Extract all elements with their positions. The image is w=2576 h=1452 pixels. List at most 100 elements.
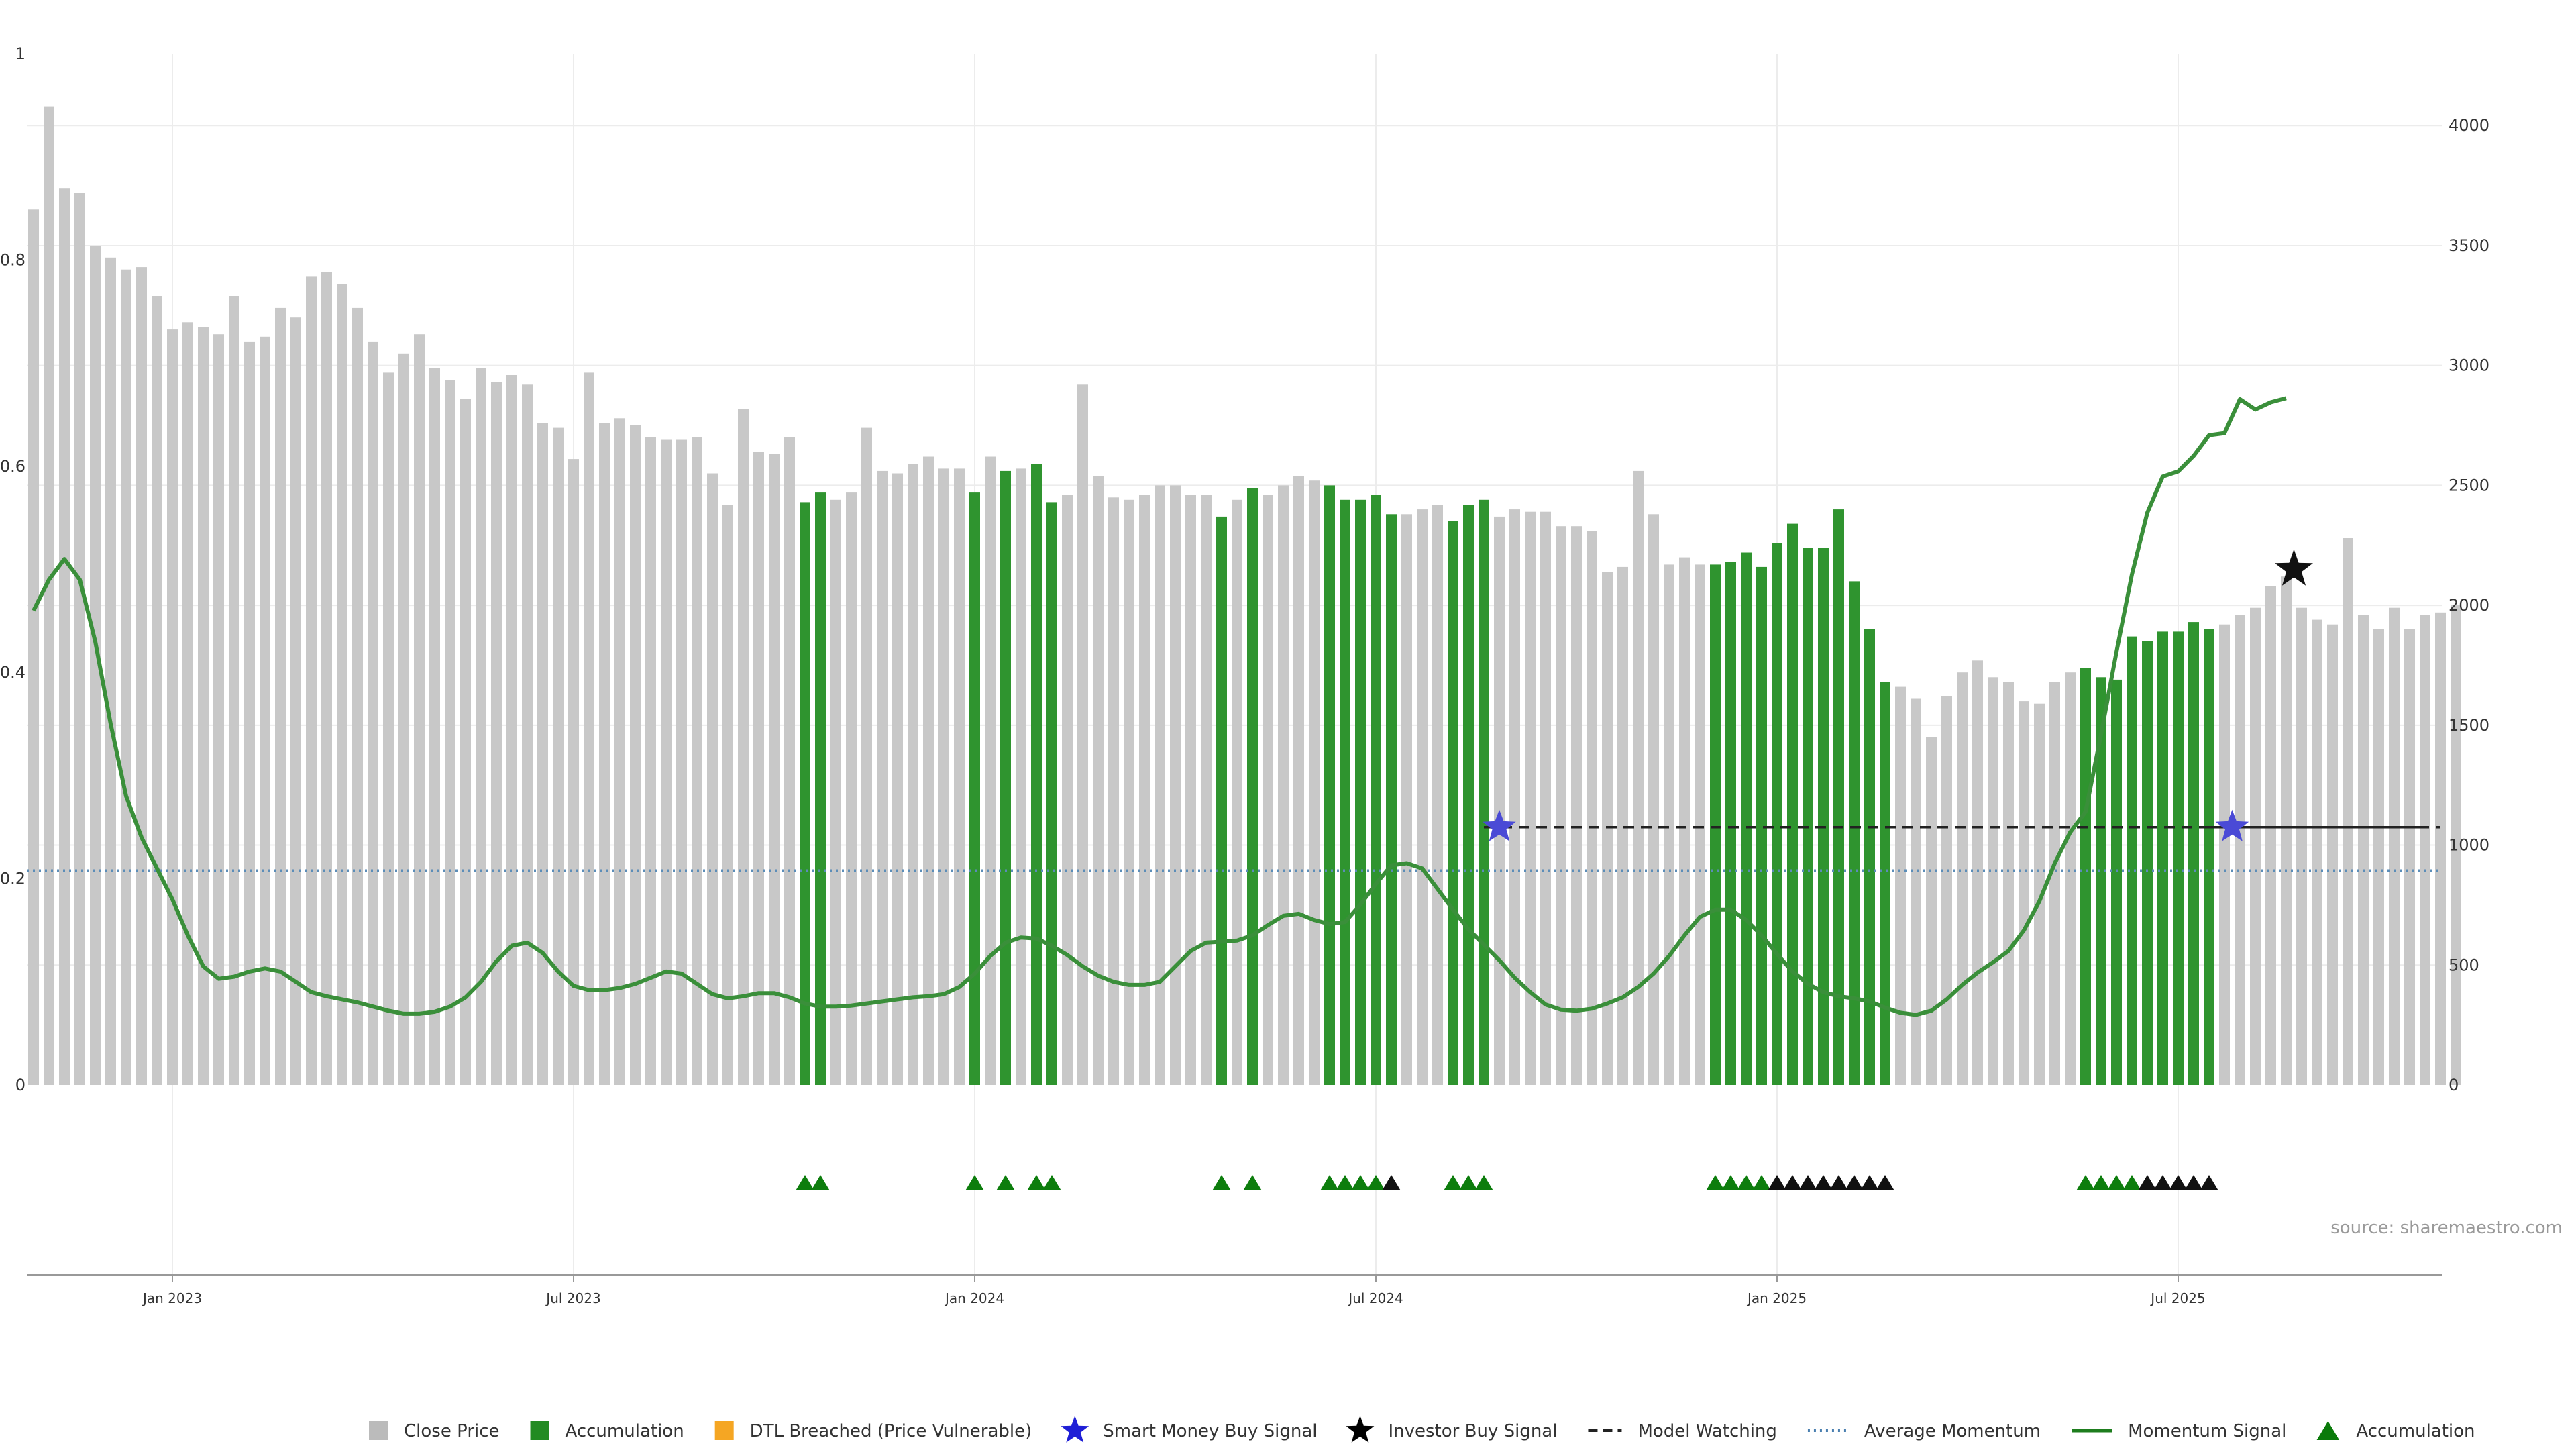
accumulation-triangle <box>2123 1175 2141 1190</box>
accumulation-triangle <box>1320 1175 1339 1190</box>
accumulation-bar <box>969 492 980 1085</box>
legend-swatch <box>530 1421 549 1440</box>
close-price-bar <box>244 341 255 1085</box>
accumulation-triangle <box>1243 1175 1262 1190</box>
legend-item-average-momentum[interactable]: Average Momentum <box>1807 1421 2041 1441</box>
close-price-bar <box>877 470 888 1085</box>
close-price-bar <box>599 423 610 1085</box>
accumulation-triangle <box>1721 1175 1740 1190</box>
accumulation-bar <box>1725 562 1736 1085</box>
close-price-bar <box>2435 612 2446 1085</box>
close-price-bar <box>1278 485 1289 1085</box>
close-price-bar <box>2327 624 2338 1085</box>
accumulation-bar <box>1448 521 1458 1085</box>
investor-triangle <box>2169 1175 2188 1190</box>
legend-label: DTL Breached (Price Vulnerable) <box>750 1421 1032 1441</box>
legend-item-accumulation[interactable]: Accumulation <box>530 1421 684 1441</box>
accumulation-bar <box>1386 514 1397 1085</box>
legend-item-momentum-signal[interactable]: Momentum Signal <box>2072 1421 2286 1441</box>
close-price-bar <box>985 456 996 1085</box>
close-price-bar <box>2451 605 2461 1085</box>
close-price-bar <box>2404 629 2415 1085</box>
left-axis-tick: 1 <box>15 44 25 63</box>
close-price-bar <box>2065 672 2076 1085</box>
accumulation-bar <box>1864 629 1875 1085</box>
close-price-bar <box>830 499 841 1085</box>
close-price-bar <box>198 327 209 1085</box>
close-price-bar <box>306 276 317 1085</box>
close-price-bar <box>1293 476 1304 1085</box>
accumulation-triangle <box>1459 1175 1478 1190</box>
close-price-bar <box>923 456 934 1085</box>
legend-item-close-price[interactable]: Close Price <box>369 1421 500 1441</box>
close-price-bar <box>568 459 579 1085</box>
close-price-bar <box>1941 696 1952 1085</box>
legend-star-icon <box>1061 1416 1089 1443</box>
x-axis-tick-label: Jul 2024 <box>1347 1290 1403 1306</box>
legend-item-smart-money-buy-signal[interactable]: Smart Money Buy Signal <box>1061 1416 1317 1443</box>
close-price-bar <box>1679 557 1690 1085</box>
accumulation-bar <box>1803 548 1813 1085</box>
close-price-bar <box>2003 682 2014 1085</box>
close-price-bar <box>738 409 749 1085</box>
accumulation-triangle <box>1366 1175 1385 1190</box>
close-price-bar <box>614 418 625 1085</box>
accumulation-bar <box>1756 566 1767 1085</box>
close-price-bar <box>2250 607 2261 1085</box>
accumulation-bar <box>2157 631 2168 1085</box>
close-price-bar <box>414 334 425 1086</box>
accumulation-triangle <box>1444 1175 1462 1190</box>
investor-triangle <box>2138 1175 2157 1190</box>
close-price-bar <box>337 284 347 1086</box>
close-price-bar <box>1263 495 1273 1085</box>
close-price-bar <box>2034 703 2045 1085</box>
close-price-bar <box>1139 495 1150 1085</box>
close-price-bar <box>707 473 718 1085</box>
close-price-bar <box>661 439 672 1085</box>
close-price-bar <box>506 375 517 1085</box>
legend-label: Accumulation <box>566 1421 684 1441</box>
close-price-bar <box>2296 607 2307 1085</box>
accumulation-bar <box>1324 485 1335 1085</box>
close-price-bar <box>1494 516 1505 1085</box>
legend-item-investor-buy-signal[interactable]: Investor Buy Signal <box>1346 1416 1558 1443</box>
accumulation-bar <box>2173 631 2184 1085</box>
momentum-signal-line <box>32 396 2287 1017</box>
close-price-bar <box>1617 566 1628 1085</box>
investor-triangle <box>1876 1175 1894 1190</box>
right-axis-tick: 1500 <box>2449 716 2489 735</box>
close-price-bar <box>1911 698 1921 1085</box>
close-price-bar <box>537 423 548 1085</box>
close-price-bar <box>954 468 965 1085</box>
close-price-bar <box>2019 701 2029 1085</box>
legend-label: Investor Buy Signal <box>1388 1421 1557 1441</box>
close-price-bar <box>1401 514 1412 1085</box>
legend-label: Close Price <box>404 1421 500 1441</box>
right-axis-tick: 3500 <box>2449 236 2489 255</box>
close-price-bar <box>2389 607 2400 1085</box>
legend-item-model-watching[interactable]: Model Watching <box>1588 1421 1777 1441</box>
close-price-bar <box>1895 686 1906 1085</box>
legend-item-accumulation[interactable]: Accumulation <box>2316 1421 2475 1441</box>
right-axis-tick: 0 <box>2449 1076 2459 1094</box>
close-price-bar <box>892 473 903 1085</box>
legend-item-dtl-breached-price-vulnerable-[interactable]: DTL Breached (Price Vulnerable) <box>714 1421 1032 1441</box>
close-price-bar <box>784 437 795 1085</box>
accumulation-triangle <box>811 1175 830 1190</box>
close-price-bar <box>491 382 502 1086</box>
close-price-bar <box>846 492 857 1085</box>
accumulation-triangle <box>1706 1175 1725 1190</box>
accumulation-bar <box>2204 629 2214 1085</box>
accumulation-triangle <box>2092 1175 2110 1190</box>
close-price-bar <box>1648 514 1659 1085</box>
accumulation-bar <box>1849 581 1860 1085</box>
legend-label: Smart Money Buy Signal <box>1103 1421 1317 1441</box>
left-axis-tick: 0.6 <box>0 457 25 476</box>
close-price-bar <box>692 437 702 1085</box>
accumulation-triangle <box>2076 1175 2095 1190</box>
close-price-bar <box>769 454 780 1085</box>
x-axis-tick-label: Jan 2024 <box>944 1290 1004 1306</box>
accumulation-triangle <box>1752 1175 1771 1190</box>
investor-triangle <box>1768 1175 1786 1190</box>
close-price-bar <box>861 427 872 1085</box>
